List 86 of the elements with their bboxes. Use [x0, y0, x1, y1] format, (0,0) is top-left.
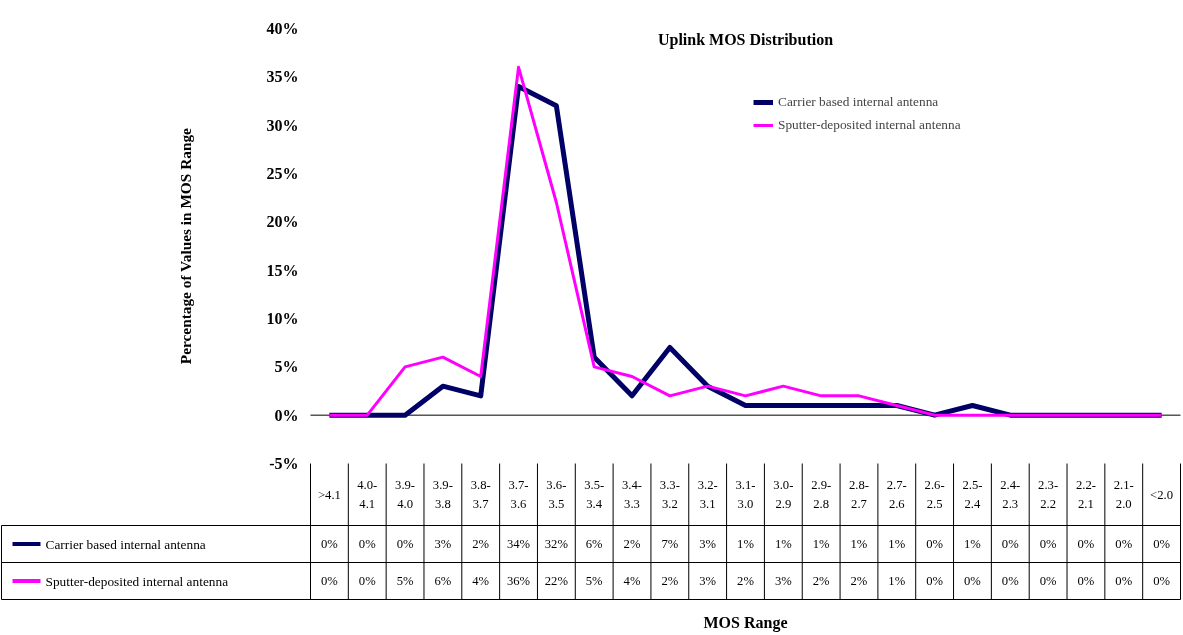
data-label: 4% — [623, 574, 641, 588]
data-label: 3% — [774, 574, 793, 588]
data-label: 0% — [964, 574, 982, 588]
x-tick-label: 2.5-2.4 — [962, 478, 983, 511]
y-tick-label: 10% — [266, 310, 299, 327]
data-label: 1% — [850, 537, 868, 551]
y-tick-label: -5% — [269, 455, 299, 472]
data-label: 36% — [506, 574, 531, 588]
x-tick-label: 3.7-3.6 — [508, 478, 529, 511]
x-tick-label: <2.0 — [1150, 487, 1174, 502]
x-tick-label: 4.0-4.1 — [357, 478, 378, 511]
data-label: 2% — [661, 574, 679, 588]
data-label: 32% — [544, 537, 569, 551]
data-label: 7% — [661, 537, 679, 551]
data-label: 0% — [1115, 537, 1133, 551]
data-label: 0% — [1153, 537, 1171, 551]
y-tick-label: 5% — [274, 358, 299, 376]
data-label: 0% — [358, 574, 377, 588]
y-tick-label: 30% — [266, 116, 299, 134]
y-tick-label: 40% — [266, 20, 299, 37]
x-tick-label: 3.1-3.0 — [735, 478, 756, 511]
data-label: 0% — [926, 574, 944, 588]
y-tick-label: 20% — [266, 213, 299, 231]
x-tick-label: 3.2-3.1 — [697, 478, 718, 511]
data-label: 22% — [544, 574, 569, 588]
x-tick-label: 2.9-2.8 — [811, 478, 832, 511]
x-tick-label: >4.1 — [317, 487, 341, 502]
data-label: 1% — [964, 537, 982, 551]
data-label: 0% — [1039, 574, 1057, 588]
data-label: 3% — [699, 537, 717, 551]
y-tick-label: 35% — [266, 68, 299, 86]
data-label: 0% — [1039, 537, 1057, 551]
chart-title: Uplink MOS Distribution — [657, 30, 834, 49]
data-label: 2% — [737, 574, 755, 588]
x-tick-label: 3.8-3.7 — [470, 478, 491, 511]
data-label: 5% — [396, 574, 414, 588]
text: Sputter-deposited internal antenna — [45, 573, 229, 589]
data-label: 0% — [1077, 574, 1095, 588]
x-tick-label: 2.1-2.0 — [1113, 478, 1134, 511]
data-label: 3% — [699, 574, 717, 588]
x-tick-label: 3.6-3.5 — [546, 478, 567, 511]
x-tick-label: 3.3-3.2 — [659, 478, 680, 511]
data-label: 2% — [812, 574, 831, 588]
legend-label: Sputter-deposited internal antenna — [778, 117, 961, 133]
data-label: 34% — [506, 537, 531, 551]
x-tick-label: 3.9-4.0 — [395, 478, 416, 511]
x-tick-label: 2.4-2.3 — [1000, 478, 1021, 511]
data-label: 5% — [585, 574, 604, 588]
data-label: 3% — [434, 537, 452, 551]
data-label: 0% — [320, 537, 339, 551]
data-label: 2% — [850, 574, 868, 588]
data-label: 1% — [888, 537, 906, 551]
text: MOS Range — [703, 614, 788, 632]
data-label: 0% — [1077, 537, 1095, 551]
y-tick-label: 0% — [274, 406, 299, 424]
x-tick-label: 2.2-2.1 — [1075, 478, 1096, 511]
data-label: 0% — [1115, 574, 1133, 588]
x-tick-label: 2.7-2.6 — [886, 478, 907, 511]
data-label: 0% — [396, 537, 414, 551]
data-label: 0% — [320, 574, 339, 588]
y-tick-label: 15% — [266, 261, 299, 279]
data-label: 2% — [623, 537, 641, 551]
x-tick-label: 3.9-3.8 — [432, 478, 453, 511]
text: Carrier based internal antenna — [45, 536, 206, 552]
x-tick-label: 3.5-3.4 — [584, 478, 605, 511]
x-tick-label: 2.3-2.2 — [1038, 478, 1059, 511]
data-label: 4% — [472, 574, 490, 588]
data-label: 1% — [737, 537, 755, 551]
data-label: 0% — [926, 537, 944, 551]
data-label: 0% — [1153, 574, 1171, 588]
x-tick-label: 2.6-2.5 — [924, 478, 945, 511]
data-label: 0% — [1001, 574, 1020, 588]
x-tick-label: 3.0-2.9 — [773, 478, 794, 511]
data-label: 1% — [774, 537, 793, 551]
legend-label: Carrier based internal antenna — [778, 94, 939, 110]
x-tick-label: 2.8-2.7 — [848, 478, 870, 511]
data-label: 1% — [812, 537, 831, 551]
x-tick-label: 3.4-3.3 — [622, 478, 643, 511]
y-axis-title: Percentage of Values in MOS Range — [177, 127, 194, 365]
data-label: 0% — [358, 537, 377, 551]
data-label: 1% — [888, 574, 906, 588]
data-label: 6% — [434, 574, 452, 588]
data-label: 0% — [1001, 537, 1020, 551]
y-tick-label: 25% — [266, 165, 299, 182]
data-label: 2% — [472, 537, 490, 551]
data-label: 6% — [585, 537, 604, 551]
